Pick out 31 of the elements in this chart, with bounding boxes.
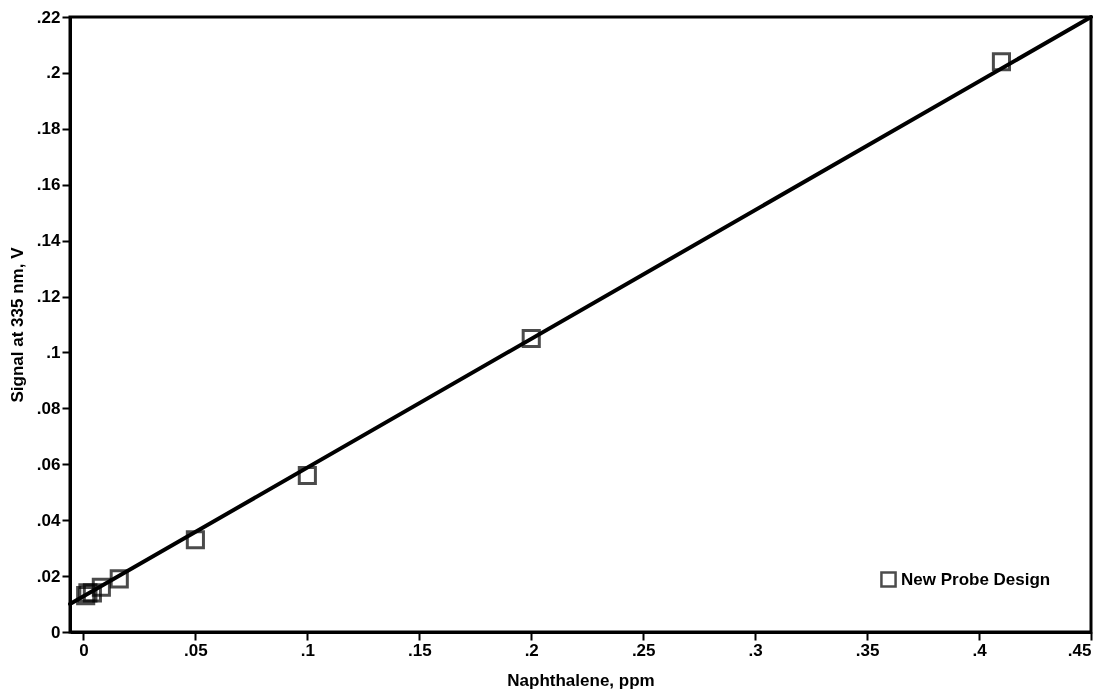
point bbox=[185, 530, 205, 550]
x-axis-title: Naphthalene, ppm bbox=[507, 670, 655, 690]
point bbox=[991, 52, 1011, 72]
x-tick-label: .1 bbox=[300, 640, 315, 660]
x-tick-label: .4 bbox=[972, 640, 988, 660]
y-tick-label: .18 bbox=[36, 119, 61, 139]
x-tick-label: .3 bbox=[748, 640, 763, 660]
point bbox=[109, 569, 129, 589]
y-tick-label: .14 bbox=[36, 231, 62, 251]
point bbox=[91, 577, 111, 597]
y-tick-label: .08 bbox=[36, 398, 61, 418]
y-tick-label: .02 bbox=[36, 566, 61, 586]
x-tick-label: .35 bbox=[855, 640, 880, 660]
y-tick-label: 0 bbox=[51, 622, 61, 642]
x-tick-label: .05 bbox=[184, 640, 208, 660]
x-tick-label: .15 bbox=[407, 640, 432, 660]
point bbox=[521, 328, 541, 349]
y-axis-title: Signal at 335 nm, V bbox=[7, 246, 27, 403]
y-tick-label: .16 bbox=[36, 175, 61, 195]
x-tick-label: .45 bbox=[1067, 640, 1092, 660]
y-tick-label: .22 bbox=[36, 7, 61, 27]
y-tick-label: .06 bbox=[36, 454, 61, 474]
point bbox=[297, 465, 317, 486]
x-tick-label: .2 bbox=[524, 640, 539, 660]
y-tick-label: .12 bbox=[36, 287, 61, 307]
y-tick-label: .2 bbox=[46, 63, 61, 83]
legend-label: New Probe Design bbox=[901, 569, 1051, 589]
x-tick-label: 0 bbox=[79, 640, 89, 660]
y-tick-label: .04 bbox=[36, 510, 62, 530]
x-tick-label: .25 bbox=[631, 640, 656, 660]
y-tick-label: .1 bbox=[46, 342, 61, 362]
